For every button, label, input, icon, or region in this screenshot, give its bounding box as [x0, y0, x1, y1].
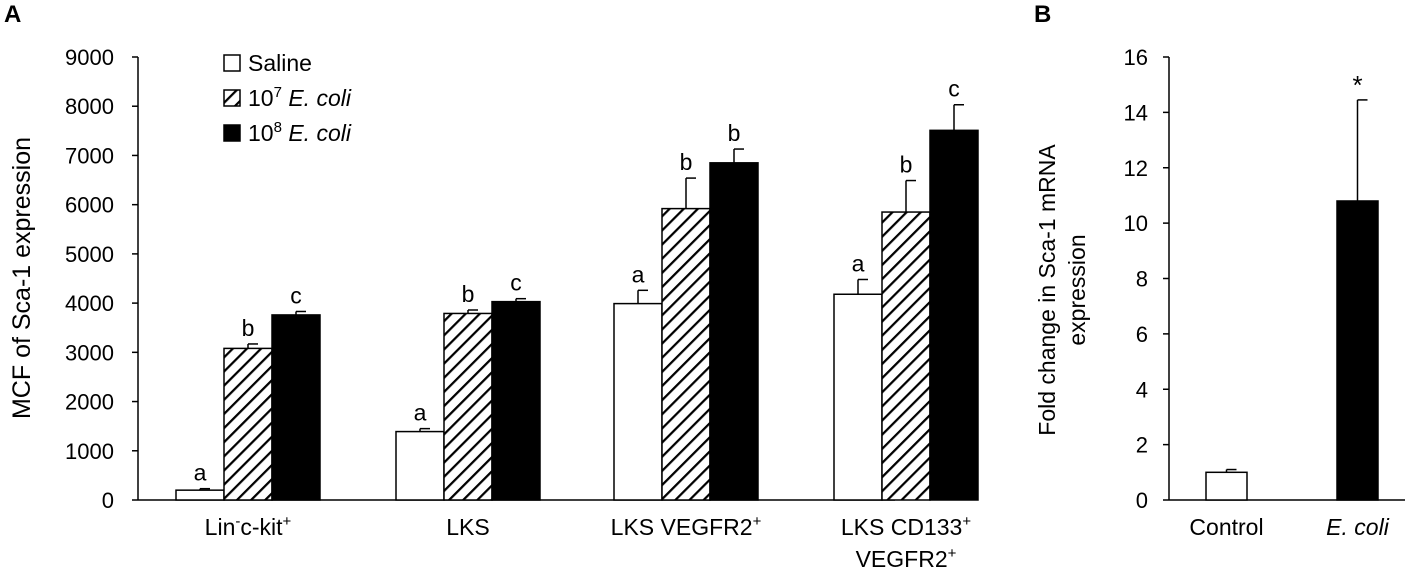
panel-a-bar	[709, 162, 759, 501]
panel-a-y-axis-label: MCF of Sca-1 expression	[8, 137, 36, 419]
panel-b-y-tick-label: 14	[1124, 100, 1148, 125]
panel-a-bar	[395, 430, 445, 501]
panel-a-y-tick-label: 4000	[65, 291, 114, 316]
panel-b-y-tick-label: 2	[1136, 433, 1148, 458]
panel-a-y-tick-label: 8000	[65, 94, 114, 119]
panel-a-bar	[661, 207, 711, 501]
panel-a-category-label-line2: VEGFR2+	[856, 545, 957, 572]
panel-a-y-tick-label: 0	[102, 488, 114, 513]
panel-a-bar	[491, 300, 541, 501]
panel-a-significance-letter: b	[242, 315, 255, 341]
legend-entry: Saline	[248, 50, 312, 76]
panel-b-y-tick-label: 0	[1136, 488, 1148, 513]
panel-a-y-tick-label: 1000	[65, 439, 114, 464]
panel-a-category-label: Lin-c-kit+	[205, 513, 292, 540]
panel-a-significance-letter: c	[510, 270, 522, 296]
panel-a: A MCF of Sca-1 expression 0 1000 2000 3000 4…	[4, 1, 979, 572]
panel-a-significance-letter: c	[948, 76, 960, 102]
panel-b-y-axis-label-line1: Fold change in Sca-1 mRNA	[1034, 144, 1060, 436]
panel-b-category-label: Control	[1189, 514, 1263, 540]
legend-swatch	[223, 89, 241, 107]
panel-a-y-tick-label: 9000	[65, 45, 114, 70]
panel-a-y-tick-label: 2000	[65, 390, 114, 415]
panel-b-y-tick-label: 10	[1124, 211, 1148, 236]
legend-entry: 107 E. coli	[248, 84, 352, 111]
panel-a-y-tick-label: 5000	[65, 242, 114, 267]
panel-a-bar	[929, 129, 979, 501]
panel-a-significance-letter: a	[852, 250, 865, 276]
panel-a-significance-letter: a	[632, 261, 645, 287]
panel-a-significance-letter: b	[680, 149, 693, 175]
panel-a-y-tick-label: 6000	[65, 193, 114, 218]
panel-a-significance-letter: a	[194, 460, 207, 486]
panel-b-y-tick-label: 6	[1136, 322, 1148, 347]
panel-b-significance-marker: *	[1352, 70, 1362, 100]
panel-b-letter: B	[1034, 1, 1051, 28]
panel-b-bar	[1205, 471, 1248, 501]
panel-b-y-axis-label-line2: expression	[1064, 234, 1090, 345]
panel-a-category-label: LKS	[446, 514, 489, 540]
panel-a-y-tick-label: 7000	[65, 143, 114, 168]
panel-b-y-tick-label: 4	[1136, 377, 1148, 402]
panel-b-category-label: E. coli	[1326, 514, 1390, 540]
panel-a-category-label: LKS CD133+	[841, 513, 971, 540]
panel-a-bar	[175, 489, 225, 501]
panel-a-y-tick-label: 3000	[65, 340, 114, 365]
panel-a-letter: A	[4, 1, 21, 28]
panel-a-bar	[833, 293, 883, 501]
panel-a-category-label: LKS VEGFR2+	[611, 513, 762, 540]
panel-b-bar	[1336, 200, 1379, 501]
panel-a-legend: Saline 107 E. coli 108 E. coli	[223, 50, 352, 146]
panel-a-bar	[881, 211, 931, 501]
panel-b-y-tick-label: 16	[1124, 45, 1148, 70]
panel-a-bar	[271, 314, 321, 501]
panel-b-y-tick-label: 12	[1124, 156, 1148, 181]
panel-b-y-tick-label: 8	[1136, 267, 1148, 292]
panel-a-bar	[613, 302, 663, 501]
panel-a-bar	[443, 312, 493, 501]
panel-a-significance-letter: c	[290, 282, 302, 308]
panel-a-significance-letter: b	[728, 120, 741, 146]
panel-a-significance-letter: b	[462, 281, 475, 307]
panel-a-significance-letter: a	[414, 400, 427, 426]
panel-b: B Fold change in Sca-1 mRNA expression 0…	[1034, 1, 1405, 540]
legend-swatch	[223, 124, 241, 142]
legend-swatch	[223, 54, 241, 72]
panel-a-bar	[223, 347, 273, 501]
legend-entry: 108 E. coli	[248, 119, 352, 146]
panel-a-significance-letter: b	[900, 152, 913, 178]
